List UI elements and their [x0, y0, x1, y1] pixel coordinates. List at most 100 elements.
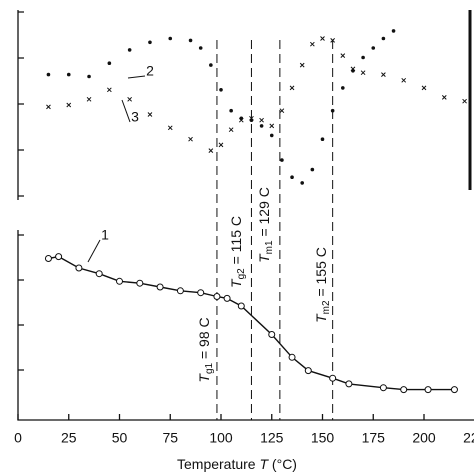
point — [87, 74, 91, 79]
series-label: 3 — [131, 109, 139, 125]
marker-label: Tg1 = 98 C — [196, 317, 215, 382]
marker-sub: g1 — [204, 362, 215, 374]
point — [147, 112, 153, 117]
point — [66, 72, 71, 77]
x-tick-label: 125 — [260, 430, 284, 446]
point — [208, 148, 214, 153]
point — [279, 108, 285, 114]
point — [450, 386, 458, 394]
marker-rest: = 155 C — [313, 247, 329, 300]
point — [330, 38, 336, 43]
point — [213, 293, 221, 300]
point — [229, 108, 233, 113]
point — [219, 88, 223, 92]
point — [320, 137, 325, 141]
point — [269, 133, 274, 138]
point — [223, 294, 231, 302]
marker-label: Tm1 = 129 C — [256, 187, 275, 263]
point — [168, 36, 173, 41]
point — [288, 353, 296, 361]
x-axis-label: Temperature T (°C) — [177, 456, 297, 472]
point — [401, 77, 407, 83]
point — [197, 289, 205, 297]
point — [46, 72, 51, 77]
point — [341, 86, 345, 90]
point — [188, 136, 193, 142]
series-label: 1 — [101, 227, 109, 243]
point — [127, 96, 133, 102]
point — [350, 66, 356, 72]
point — [280, 158, 284, 162]
marker-sub: m2 — [321, 300, 332, 314]
point — [95, 270, 103, 278]
point — [360, 70, 366, 76]
point — [127, 48, 132, 52]
point — [136, 279, 144, 287]
point — [379, 384, 387, 392]
point — [107, 61, 112, 65]
point — [148, 40, 152, 45]
y-ticks — [18, 11, 24, 371]
point — [345, 380, 353, 388]
point — [66, 102, 72, 108]
point — [340, 53, 346, 58]
marker-sub: m1 — [264, 240, 275, 254]
series-label: 2 — [146, 63, 154, 79]
point — [391, 29, 396, 33]
point — [441, 95, 447, 100]
point — [268, 331, 276, 338]
point — [320, 36, 325, 41]
x-tick-label: 25 — [61, 430, 77, 446]
point — [198, 46, 203, 50]
point — [424, 386, 432, 394]
point — [300, 181, 305, 185]
point — [290, 175, 294, 179]
marker-rest: = 129 C — [256, 187, 272, 240]
point — [75, 264, 83, 272]
point — [176, 287, 184, 295]
x-tick-label: 100 — [209, 430, 233, 446]
point — [55, 253, 63, 261]
point — [86, 96, 92, 102]
point — [228, 127, 234, 133]
marker-rest: = 98 C — [196, 317, 212, 363]
x-tick-label: 200 — [412, 430, 436, 446]
point — [289, 85, 295, 91]
legend-leader — [121, 99, 131, 123]
point — [361, 55, 365, 60]
point — [269, 123, 275, 129]
point — [116, 277, 123, 285]
legend-leader — [87, 239, 101, 263]
x-tick-label: 225 — [463, 430, 474, 446]
point — [329, 374, 337, 382]
point — [237, 302, 245, 310]
x-tick-label: 0 — [14, 430, 22, 446]
point — [238, 117, 244, 123]
marker-symbol: T — [313, 313, 329, 323]
marker-symbol: T — [256, 253, 272, 263]
marker-sub: g2 — [236, 268, 247, 280]
marker-symbol: T — [228, 278, 244, 288]
marker-label: Tm2 = 155 C — [313, 247, 332, 323]
point — [310, 167, 315, 172]
x-tick-label: 75 — [162, 430, 178, 446]
point — [249, 115, 254, 121]
marker-rest: = 115 C — [228, 216, 244, 268]
point — [106, 87, 112, 93]
point — [462, 98, 467, 104]
point — [309, 41, 315, 47]
point — [156, 283, 164, 291]
point — [381, 72, 386, 77]
point — [299, 62, 305, 68]
point — [330, 108, 335, 113]
point — [167, 125, 173, 131]
point — [259, 124, 264, 128]
point — [259, 117, 264, 123]
point — [400, 386, 408, 394]
point — [304, 367, 312, 375]
point — [209, 63, 213, 67]
x-tick-label: 150 — [311, 430, 335, 446]
point — [218, 142, 224, 148]
